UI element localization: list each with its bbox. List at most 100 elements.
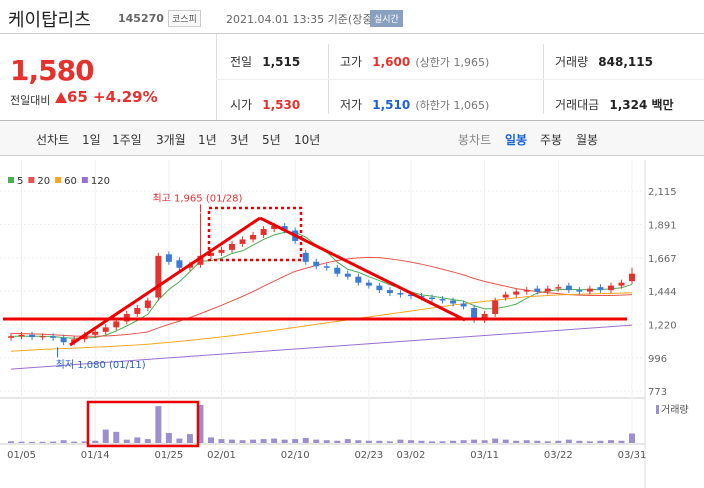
stat-value: 1,324 백만 (609, 98, 674, 112)
volume-bar (534, 440, 541, 443)
tab[interactable]: 일봉 (505, 133, 528, 147)
volume-bar (481, 440, 488, 443)
stat-label: 전일 (230, 55, 253, 69)
candle-body (607, 285, 614, 291)
candle-body (397, 293, 404, 295)
legend-label: 20 (37, 176, 50, 187)
volume-bar (618, 440, 625, 443)
volume-bar (92, 440, 99, 443)
stat-label: 시가 (230, 98, 253, 112)
stat-label: 고가 (340, 55, 363, 69)
x-tick-label: 03/02 (397, 450, 426, 461)
highlight-box (86, 400, 200, 448)
x-tick-label: 01/05 (7, 450, 36, 461)
divider (0, 120, 704, 121)
stat-value: 1,510 (372, 98, 411, 112)
volume-bar (8, 441, 14, 443)
volume-bar (586, 441, 593, 443)
tab-bar (0, 121, 704, 155)
stat-sub: (상한가 1,965) (415, 56, 490, 69)
candle-body (629, 273, 635, 282)
candle-body (155, 255, 162, 298)
tab[interactable]: 월봉 (576, 133, 599, 147)
volume-bar (239, 440, 246, 443)
volume-bar (365, 440, 372, 443)
x-tick-label: 03/11 (470, 450, 499, 461)
volume-bar (597, 440, 604, 443)
tab[interactable]: 봉차트 (458, 133, 492, 147)
candle-body (239, 239, 246, 244)
x-tick-label: 02/10 (281, 450, 310, 461)
tab[interactable]: 10년 (294, 133, 321, 147)
tab[interactable]: 1일 (82, 133, 101, 147)
candle-body (207, 252, 214, 256)
candle-body (281, 226, 288, 231)
stock-name: 케이탑리츠 (8, 10, 91, 31)
candle-body (102, 327, 109, 332)
volume-bar (397, 439, 404, 443)
candle-body (60, 337, 67, 343)
candle-body (81, 334, 88, 340)
volume-bar (429, 441, 436, 443)
tab[interactable]: 5년 (262, 133, 281, 147)
volume-bar (313, 439, 320, 443)
candle-body (271, 226, 278, 230)
candle-body (334, 267, 341, 274)
candle-body (460, 303, 467, 307)
legend-label: 거래량 (661, 404, 689, 416)
candle-body (8, 336, 14, 338)
trend-line (69, 216, 261, 347)
change: 65 (67, 88, 88, 106)
tab[interactable]: 선차트 (36, 133, 70, 147)
candle-body (492, 300, 499, 314)
legend-label: 120 (91, 176, 110, 187)
candle-body (555, 287, 562, 289)
tab[interactable]: 주봉 (540, 133, 563, 147)
volume-bar (71, 441, 78, 443)
volume-bar (323, 440, 330, 443)
stat-value: 848,115 (598, 55, 653, 69)
candle-body (113, 321, 120, 328)
candle-body (176, 260, 183, 268)
annotation: 최고 1,965 (01/28) (152, 192, 242, 204)
tab[interactable]: 3년 (230, 133, 249, 147)
volume-bar (281, 439, 288, 443)
volume-bar (407, 440, 414, 443)
candle-body (29, 334, 36, 338)
x-tick-label: 02/01 (207, 450, 236, 461)
volume-bar (39, 441, 46, 443)
volume-bar (186, 434, 193, 443)
candle-body (218, 249, 225, 253)
x-tick-label: 03/31 (618, 450, 647, 461)
candle-body (407, 294, 414, 297)
candle-body (165, 254, 172, 262)
change-pct: +4.29% (93, 88, 158, 106)
volume-bar (376, 440, 383, 443)
volume-bar (418, 440, 425, 443)
tab[interactable]: 1년 (198, 133, 217, 147)
candle-body (313, 261, 320, 267)
legend-label: 5 (17, 176, 23, 187)
volume-bar (513, 440, 520, 443)
tab[interactable]: 3개월 (156, 133, 186, 147)
volume-bar (502, 439, 509, 443)
candle-body (144, 300, 151, 308)
stat-label: 거래대금 (555, 98, 600, 112)
x-tick-label: 01/14 (81, 450, 110, 461)
tab[interactable]: 1주일 (112, 133, 142, 147)
stat-label: 저가 (340, 98, 363, 112)
candle-body (344, 273, 351, 277)
divider (216, 34, 217, 120)
datetime: 2021.04.01 13:35 기준(장중) (226, 13, 377, 26)
y-tick-label: 1,220 (648, 320, 677, 331)
change-label: 전일대비 (10, 94, 51, 107)
volume-bar (207, 437, 214, 443)
x-tick-label: 01/25 (154, 450, 183, 461)
volume-bar (29, 441, 36, 443)
stat-value: 1,515 (262, 55, 301, 69)
legend-label: 60 (64, 176, 77, 187)
volume-bar (218, 439, 225, 443)
volume-bar (123, 439, 130, 443)
legend-swatch (28, 177, 35, 183)
